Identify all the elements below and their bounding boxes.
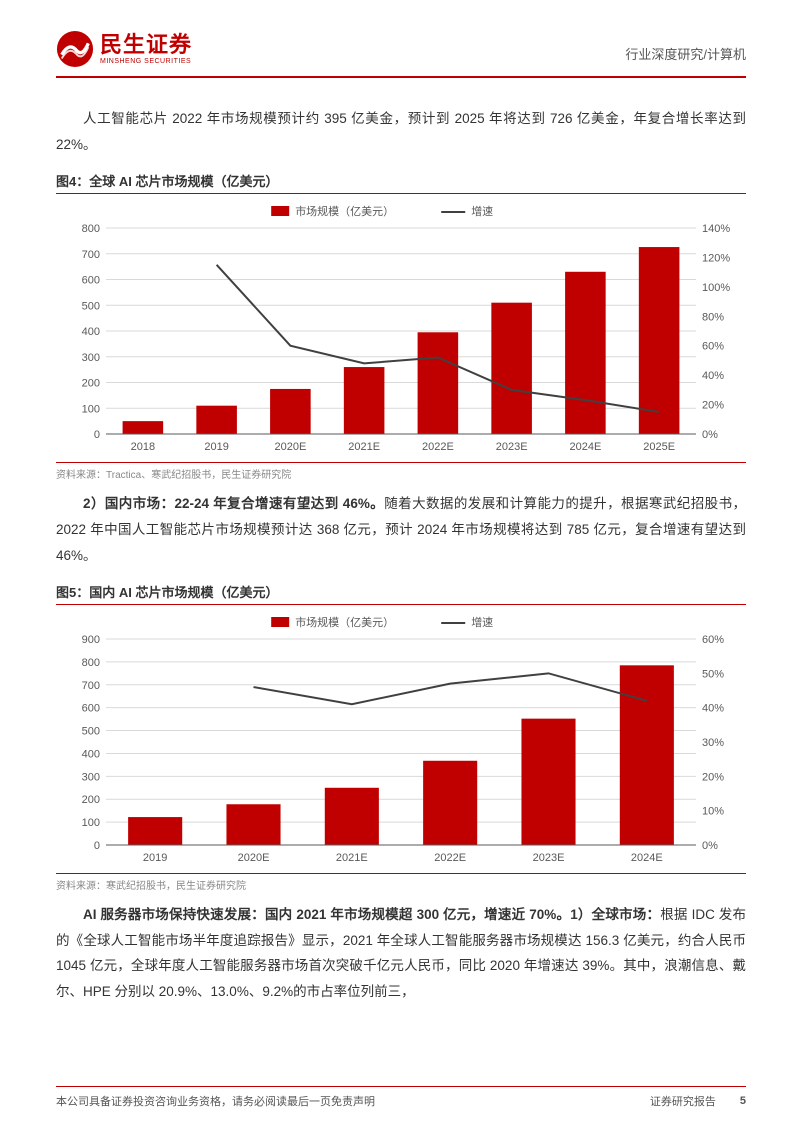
para2: 2）国内市场：22-24 年复合增速有望达到 46%。随着大数据的发展和计算能力…: [56, 491, 746, 568]
svg-text:60%: 60%: [702, 341, 724, 353]
minsheng-logo-icon: [56, 30, 94, 68]
svg-text:400: 400: [82, 326, 100, 338]
svg-text:20%: 20%: [702, 400, 724, 412]
svg-text:100: 100: [82, 404, 100, 416]
svg-text:100%: 100%: [702, 282, 730, 294]
logo-cn-text: 民生证券: [100, 34, 192, 56]
svg-text:2022E: 2022E: [434, 852, 466, 864]
svg-text:0%: 0%: [702, 840, 718, 852]
svg-text:2020E: 2020E: [238, 852, 270, 864]
svg-text:增速: 增速: [471, 615, 493, 629]
svg-text:50%: 50%: [702, 669, 724, 681]
svg-text:800: 800: [82, 223, 100, 235]
svg-text:100: 100: [82, 817, 100, 829]
svg-text:60%: 60%: [702, 634, 724, 646]
footer-disclaimer: 本公司具备证券投资咨询业务资格，请务必阅读最后一页免责声明: [56, 1093, 375, 1109]
para2-lead: 2）国内市场：22-24 年复合增速有望达到 46%。: [83, 496, 384, 511]
svg-text:80%: 80%: [702, 312, 724, 324]
svg-text:700: 700: [82, 680, 100, 692]
logo-en-text: MINSHENG SECURITIES: [100, 58, 192, 65]
svg-text:600: 600: [82, 703, 100, 715]
svg-text:300: 300: [82, 352, 100, 364]
svg-text:500: 500: [82, 301, 100, 313]
svg-text:2022E: 2022E: [422, 441, 454, 453]
svg-text:2019: 2019: [143, 852, 167, 864]
svg-text:2021E: 2021E: [336, 852, 368, 864]
page-footer: 本公司具备证券投资咨询业务资格，请务必阅读最后一页免责声明 证券研究报告 5: [56, 1086, 746, 1109]
fig5-source: 资料来源：寒武纪招股书，民生证券研究院: [56, 873, 746, 892]
svg-text:700: 700: [82, 249, 100, 261]
svg-text:40%: 40%: [702, 370, 724, 382]
svg-text:30%: 30%: [702, 737, 724, 749]
svg-text:2018: 2018: [131, 441, 155, 453]
intro-paragraph: 人工智能芯片 2022 年市场规模预计约 395 亿美金，预计到 2025 年将…: [56, 106, 746, 157]
svg-text:市场规模（亿美元）: 市场规模（亿美元）: [295, 615, 394, 629]
header-category: 行业深度研究/计算机: [625, 30, 746, 63]
fig4-chart: 0 100 200 300 400 500 600 700 800 0% 20% 40% 60% 80% 1…: [56, 200, 746, 458]
svg-text:2024E: 2024E: [569, 441, 601, 453]
logo-block: 民生证券 MINSHENG SECURITIES: [56, 30, 192, 68]
svg-text:2021E: 2021E: [348, 441, 380, 453]
svg-text:500: 500: [82, 726, 100, 738]
page-number: 5: [740, 1095, 746, 1107]
svg-text:200: 200: [82, 794, 100, 806]
svg-text:400: 400: [82, 749, 100, 761]
svg-text:增速: 增速: [471, 204, 493, 218]
para3-lead: AI 服务器市场保持快速发展：国内 2021 年市场规模超 300 亿元，增速近…: [83, 907, 660, 922]
fig5-title: 图5：国内 AI 芯片市场规模（亿美元）: [56, 582, 746, 605]
para3: AI 服务器市场保持快速发展：国内 2021 年市场规模超 300 亿元，增速近…: [56, 902, 746, 1005]
fig4-title: 图4：全球 AI 芯片市场规模（亿美元）: [56, 171, 746, 194]
svg-text:140%: 140%: [702, 223, 730, 235]
svg-text:2024E: 2024E: [631, 852, 663, 864]
svg-text:900: 900: [82, 634, 100, 646]
svg-text:200: 200: [82, 378, 100, 390]
svg-text:2023E: 2023E: [496, 441, 528, 453]
svg-text:市场规模（亿美元）: 市场规模（亿美元）: [295, 204, 394, 218]
svg-text:2025E: 2025E: [643, 441, 675, 453]
page-header: 民生证券 MINSHENG SECURITIES 行业深度研究/计算机: [56, 30, 746, 78]
svg-text:40%: 40%: [702, 703, 724, 715]
svg-text:800: 800: [82, 657, 100, 669]
svg-text:20%: 20%: [702, 772, 724, 784]
svg-text:120%: 120%: [702, 253, 730, 265]
svg-text:2020E: 2020E: [274, 441, 306, 453]
svg-text:10%: 10%: [702, 806, 724, 818]
fig4-source: 资料来源：Tractica、寒武纪招股书，民生证券研究院: [56, 462, 746, 481]
fig5-chart: 0 100 200 300 400 500 600 700 800 900 0% 10% 20% 30% 4…: [56, 611, 746, 869]
svg-text:2023E: 2023E: [533, 852, 565, 864]
svg-text:0: 0: [94, 429, 100, 441]
svg-text:0: 0: [94, 840, 100, 852]
svg-text:0%: 0%: [702, 429, 718, 441]
svg-text:600: 600: [82, 275, 100, 287]
svg-text:300: 300: [82, 772, 100, 784]
footer-report-label: 证券研究报告: [650, 1093, 716, 1109]
svg-text:2019: 2019: [204, 441, 228, 453]
